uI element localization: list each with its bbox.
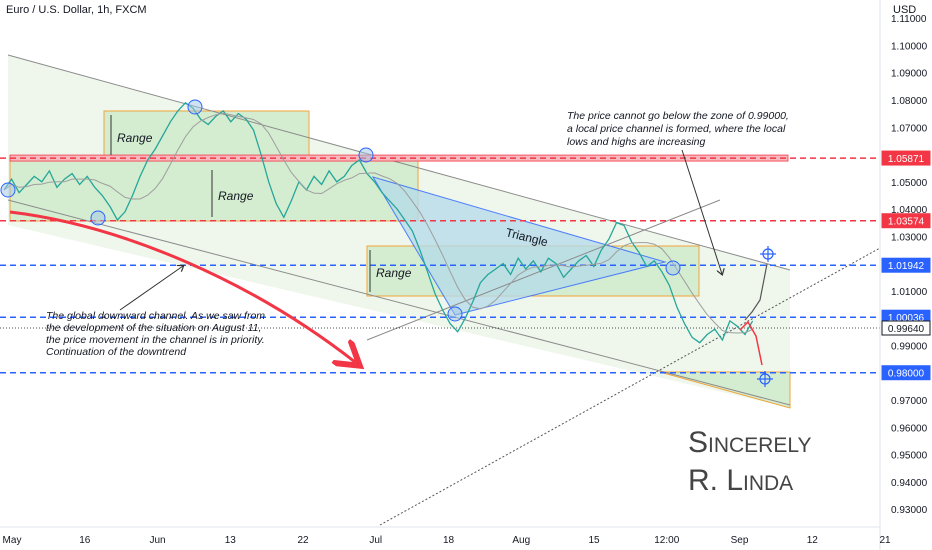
range-label-2: Range — [218, 189, 254, 203]
note-top-line: The price cannot go below the zone of 0.… — [567, 110, 789, 122]
red-curve-arrow — [9, 210, 355, 362]
signature-line-1: Sincerely — [688, 426, 811, 459]
x-tick-label: 22 — [297, 535, 309, 546]
touch-point — [447, 306, 463, 322]
x-tick-label: 18 — [443, 535, 455, 546]
price-tag-label: 0.98000 — [888, 369, 925, 380]
y-tick-label: 0.95000 — [891, 451, 928, 462]
price-tag-box — [881, 365, 931, 381]
projection-up — [744, 263, 768, 321]
x-tick-label: May — [3, 535, 22, 546]
y-tick-label: 1.10000 — [891, 41, 928, 52]
price-tag-label: 1.05871 — [888, 154, 925, 165]
price-tag-box — [881, 213, 931, 229]
x-tick-label: 21 — [879, 535, 891, 546]
note-bottom-line: Continuation of the downtrend — [46, 346, 187, 358]
touch-point — [0, 182, 16, 198]
x-tick-label: 12:00 — [654, 535, 679, 546]
target-icon-down — [757, 371, 773, 387]
note-top-line: a local price channel is formed, where t… — [567, 123, 786, 135]
touch-point — [665, 260, 681, 276]
price-tag-label: 1.03574 — [888, 217, 925, 228]
moving-average-line — [3, 112, 753, 334]
price-tag-label: 1.01942 — [888, 261, 925, 272]
x-tick-label: Aug — [512, 535, 530, 546]
x-tick-label: 12 — [807, 535, 819, 546]
currency-label: USD — [893, 4, 917, 16]
y-tick-label: 0.93000 — [891, 505, 928, 516]
x-tick-label: Jun — [149, 535, 165, 546]
y-tick-label: 1.01000 — [891, 287, 928, 298]
y-tick-label: 1.04000 — [891, 205, 928, 216]
target-zone — [659, 371, 791, 409]
y-tick-label: 1.08000 — [891, 96, 928, 107]
touch-point — [187, 99, 203, 115]
note-bottom-line: the price movement in the channel is in … — [46, 334, 265, 346]
touch-point — [90, 210, 106, 226]
target-icon-up — [760, 246, 776, 262]
y-tick-label: 1.07000 — [891, 123, 928, 134]
note-top-line: lows and highs are increasing — [567, 136, 705, 148]
x-tick-label: 16 — [79, 535, 91, 546]
price-tag-box — [881, 150, 931, 166]
y-tick-label: 1.11000 — [891, 14, 927, 25]
y-tick-label: 0.97000 — [891, 396, 928, 407]
y-tick-label: 1.05000 — [891, 178, 928, 189]
note-bottom-line: The global downward channel. As we saw f… — [46, 310, 265, 322]
triangle-zone — [371, 176, 667, 316]
y-tick-label: 0.96000 — [891, 423, 928, 434]
x-tick-label: Jul — [369, 535, 382, 546]
price-tag-box — [881, 320, 931, 336]
channel-top-line — [7, 54, 791, 271]
y-tick-label: 0.94000 — [891, 478, 928, 489]
y-tick-label: 1.09000 — [891, 69, 928, 80]
y-tick-label: 0.99000 — [891, 341, 928, 352]
projection-down — [739, 320, 763, 366]
uptrend-dotted-line — [379, 247, 881, 526]
signature-line-2: R. Linda — [688, 464, 793, 497]
price-tag-label: 0.99640 — [888, 324, 925, 335]
price-tag-box — [881, 257, 931, 273]
range-label-3: Range — [376, 266, 412, 280]
chart-title: Euro / U.S. Dollar, 1h, FXCM — [6, 4, 147, 16]
note-pointer-bottom — [119, 266, 183, 311]
note-bottom-line: the development of the situation on Augu… — [46, 322, 261, 334]
channel-bottom-line — [7, 199, 791, 406]
price-tag-label: 1.00036 — [888, 313, 925, 324]
range-label-1: Range — [117, 131, 153, 145]
range-zone-2 — [9, 156, 419, 222]
note-pointer-top — [681, 149, 722, 274]
touch-point — [358, 147, 374, 163]
price-series-line — [3, 101, 754, 344]
x-tick-label: 15 — [588, 535, 600, 546]
x-tick-label: Sep — [731, 535, 749, 546]
y-tick-label: 1.03000 — [891, 232, 928, 243]
x-tick-label: 13 — [225, 535, 237, 546]
